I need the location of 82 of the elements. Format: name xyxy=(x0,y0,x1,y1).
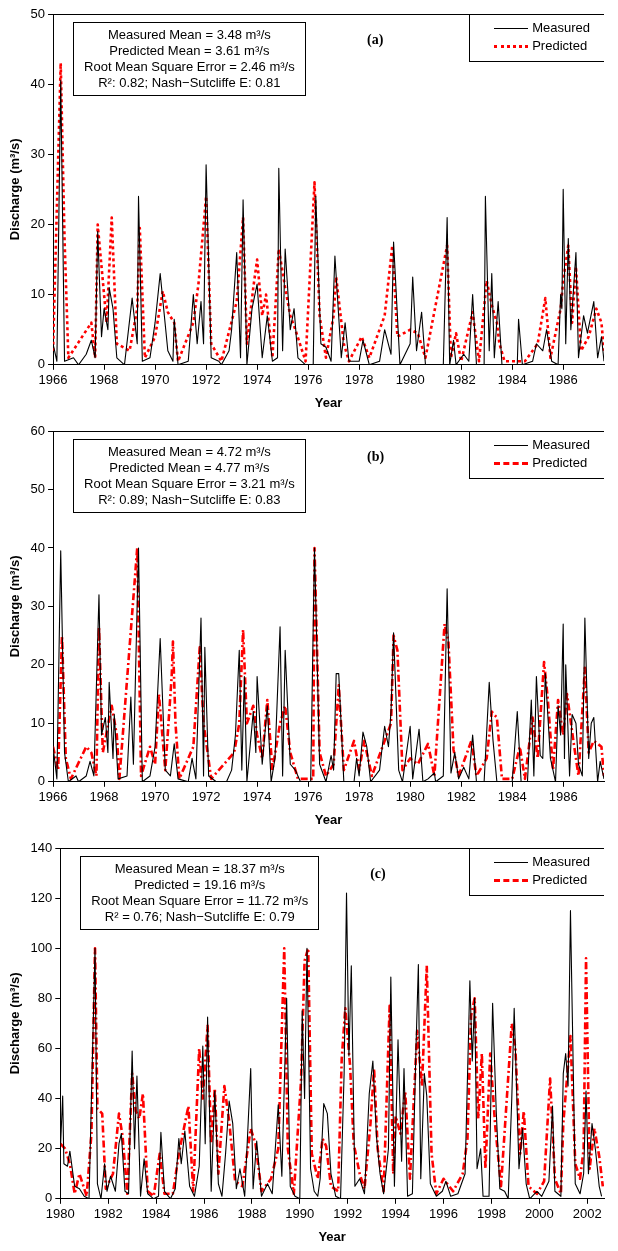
annotation: Predicted = 19.16 m³/s xyxy=(133,877,267,893)
x-tick-label: 1984 xyxy=(497,372,527,388)
y-tick-label: 60 xyxy=(37,1040,53,1056)
x-tick-label: 1986 xyxy=(548,372,578,388)
x-tick-label: 1976 xyxy=(293,789,323,805)
y-tick-label: 100 xyxy=(30,939,53,955)
y-tick-label: 140 xyxy=(30,839,53,855)
y-tick-label: 20 xyxy=(30,216,46,232)
annotation: R² = 0.76; Nash−Sutcliffe E: 0.79 xyxy=(103,909,296,925)
y-axis-title: Discharge (m³/s) xyxy=(7,138,23,241)
x-tick-label: 1974 xyxy=(242,789,272,805)
x-tick-label: 1986 xyxy=(189,1206,219,1222)
y-tick-label: 50 xyxy=(30,5,46,21)
legend-label: Measured xyxy=(532,854,590,869)
x-tick-label: 1972 xyxy=(191,789,221,805)
annotation: Measured Mean = 18.37 m³/s xyxy=(113,861,286,877)
x-tick-label: 1984 xyxy=(497,789,527,805)
x-axis-title: Year xyxy=(318,1228,346,1244)
legend-label: Predicted xyxy=(532,872,588,887)
y-tick-label: 50 xyxy=(30,481,46,497)
x-tick-label: 1982 xyxy=(93,1206,123,1222)
x-tick-label: 1980 xyxy=(45,1206,75,1222)
y-tick-label: 30 xyxy=(30,597,46,613)
y-tick-label: 20 xyxy=(37,1140,53,1156)
x-axis-title: Year xyxy=(314,394,343,410)
annotation: Predicted Mean = 3.61 m³/s xyxy=(108,43,271,59)
y-tick-label: 30 xyxy=(30,145,46,161)
legend-label: Measured xyxy=(532,437,590,452)
annotation: Predicted Mean = 4.77 m³/s xyxy=(108,460,271,476)
legend-label: Measured xyxy=(532,20,590,35)
x-tick-label: 1996 xyxy=(429,1206,458,1222)
x-tick-label: 1968 xyxy=(89,372,119,388)
y-tick-label: 40 xyxy=(37,1090,53,1106)
y-tick-label: 40 xyxy=(30,539,46,555)
x-tick-label: 1966 xyxy=(38,789,68,805)
x-tick-label: 1990 xyxy=(285,1206,315,1222)
x-tick-label: 2002 xyxy=(572,1206,602,1222)
x-tick-label: 1968 xyxy=(89,789,119,805)
annotation: (b) xyxy=(367,449,385,465)
y-tick-label: 20 xyxy=(30,656,46,672)
y-tick-label: 60 xyxy=(30,422,46,438)
y-tick-label: 10 xyxy=(30,714,46,730)
x-tick-label: 1966 xyxy=(38,372,68,388)
y-tick-label: 40 xyxy=(30,75,46,91)
annotation: (a) xyxy=(367,32,384,48)
annotation: (c) xyxy=(370,866,386,882)
x-tick-label: 1978 xyxy=(344,372,374,388)
y-tick-label: 120 xyxy=(30,889,53,905)
x-tick-label: 1970 xyxy=(140,789,170,805)
x-tick-label: 1982 xyxy=(446,372,476,388)
legend-label: Predicted xyxy=(532,455,588,470)
x-tick-label: 1992 xyxy=(333,1206,363,1222)
x-tick-label: 1980 xyxy=(395,789,425,805)
annotation: Root Mean Square Error = 2.46 m³/s xyxy=(84,59,295,75)
x-tick-label: 1984 xyxy=(141,1206,171,1222)
x-tick-label: 1976 xyxy=(293,372,323,388)
x-tick-label: 1970 xyxy=(140,372,170,388)
annotation: R²: 0.82; Nash−Sutcliffe E: 0.81 xyxy=(97,75,282,91)
x-tick-label: 1978 xyxy=(344,789,374,805)
x-tick-label: 1986 xyxy=(548,789,578,805)
x-tick-label: 1988 xyxy=(237,1206,267,1222)
annotation: Measured Mean = 4.72 m³/s xyxy=(106,444,272,460)
annotation: Measured Mean = 3.48 m³/s xyxy=(106,27,272,43)
y-tick-label: 80 xyxy=(37,989,53,1005)
annotation: Root Mean Square Error = 11.72 m³/s xyxy=(91,893,309,909)
x-tick-label: 1972 xyxy=(191,372,221,388)
y-tick-label: 0 xyxy=(37,773,46,789)
y-tick-label: 10 xyxy=(30,286,46,302)
y-tick-label: 0 xyxy=(37,356,46,372)
y-tick-label: 0 xyxy=(45,1190,53,1206)
x-tick-label: 1974 xyxy=(242,372,272,388)
x-tick-label: 1998 xyxy=(476,1206,506,1222)
x-tick-label: 1982 xyxy=(446,789,476,805)
annotation: Root Mean Square Error = 3.21 m³/s xyxy=(84,476,295,492)
y-axis-title: Discharge (m³/s) xyxy=(7,555,23,658)
x-tick-label: 1994 xyxy=(381,1206,411,1222)
legend-label: Predicted xyxy=(532,38,588,53)
x-axis-title: Year xyxy=(314,811,343,827)
x-tick-label: 1980 xyxy=(395,372,425,388)
y-axis-title: Discharge (m³/s) xyxy=(7,972,23,1075)
x-tick-label: 2000 xyxy=(524,1206,554,1222)
annotation: R²: 0.89; Nash−Sutcliffe E: 0.83 xyxy=(97,492,282,508)
